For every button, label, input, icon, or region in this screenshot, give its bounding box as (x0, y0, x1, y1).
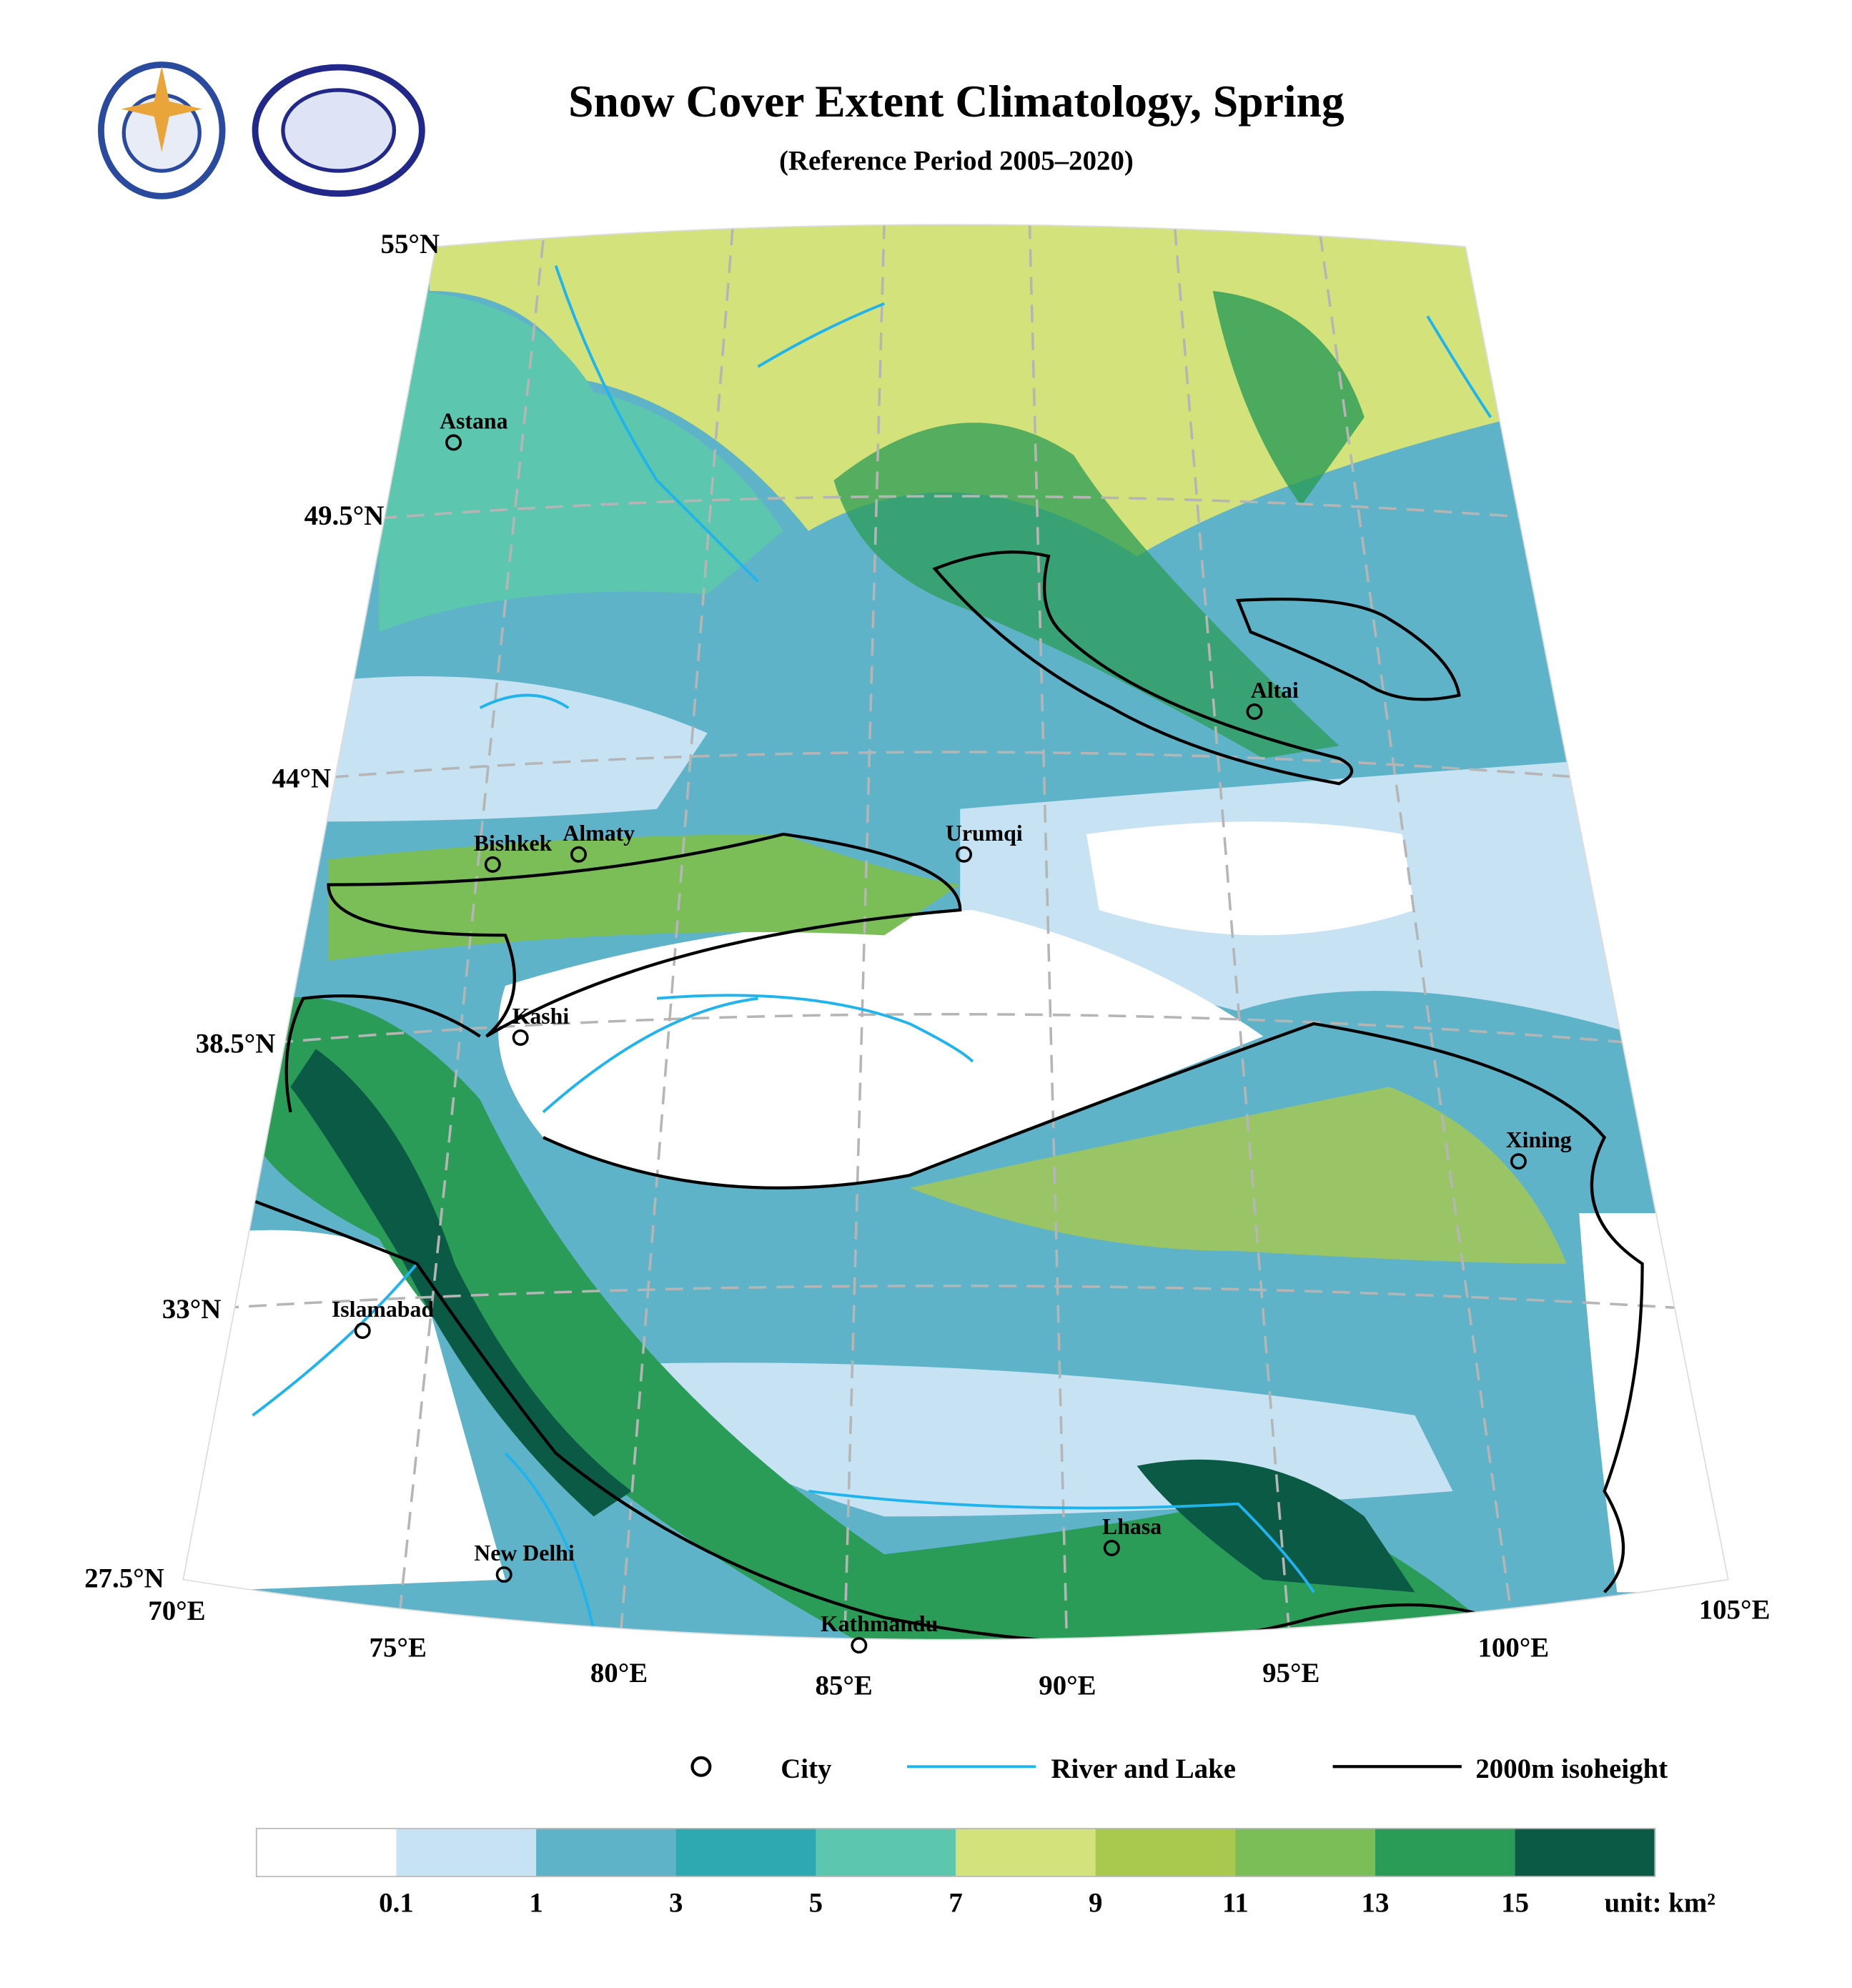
latitude-label: 44°N (272, 763, 332, 794)
city-marker (1246, 703, 1263, 720)
colorbar-tick-label: 7 (949, 1888, 962, 1919)
color-swatch (1095, 1828, 1237, 1877)
colorbar-tick-label: 11 (1222, 1888, 1249, 1919)
color-swatch (956, 1828, 1096, 1877)
longitude-label: 80°E (590, 1658, 648, 1688)
city-label: Almaty (563, 821, 635, 846)
city-label: Lhasa (1102, 1514, 1162, 1539)
legend: City River and Lake 2000m isoheight (690, 1754, 1668, 1784)
color-swatch (1235, 1828, 1376, 1877)
longitude-label: 70°E (148, 1596, 205, 1626)
legend-city-symbol (690, 1756, 712, 1777)
colorbar-tick-label: 0.1 (379, 1888, 414, 1919)
city-marker (1510, 1153, 1527, 1170)
colorbar-tick-label: 3 (669, 1888, 683, 1919)
city-label: Islamabad (332, 1297, 434, 1322)
title: Snow Cover Extent Climatology, Spring (568, 76, 1345, 127)
city-marker (484, 856, 501, 873)
color-swatch (675, 1828, 817, 1877)
colorbar-tick-label: 1 (529, 1888, 543, 1919)
color-swatch (256, 1828, 397, 1877)
latitude-label: 55°N (381, 229, 440, 259)
latitude-label: 33°N (162, 1294, 222, 1325)
wmo-logo (97, 61, 226, 199)
legend-label: City (781, 1754, 832, 1784)
ncc-logo (252, 64, 425, 197)
city-marker (1103, 1540, 1120, 1556)
city-marker (851, 1637, 868, 1654)
color-swatch (396, 1828, 537, 1877)
subtitle: (Reference Period 2005–2020) (779, 145, 1134, 176)
city-marker (512, 1029, 529, 1046)
longitude-label: 85°E (815, 1671, 872, 1701)
longitude-label: 100°E (1477, 1632, 1549, 1663)
color-swatch (1375, 1828, 1516, 1877)
city-marker (495, 1566, 512, 1583)
color-swatch (816, 1828, 956, 1877)
color-swatch (1515, 1828, 1656, 1877)
longitude-label: 90°E (1039, 1671, 1096, 1701)
colorbar-tick-label: 5 (809, 1888, 823, 1919)
latitude-label: 49.5°N (304, 500, 385, 531)
city-label: Kathmandu (821, 1611, 938, 1636)
colorbar-tick-label: 9 (1089, 1888, 1102, 1919)
legend-label: 2000m isoheight (1475, 1754, 1668, 1784)
city-label: Xining (1506, 1127, 1572, 1152)
city-label: Urumqi (946, 821, 1023, 846)
city-marker (570, 846, 587, 863)
map-border (182, 224, 1729, 1641)
snow-map (183, 224, 1728, 1640)
longitude-label: 75°E (370, 1632, 427, 1663)
colorbar-tick-label: 15 (1501, 1888, 1529, 1919)
longitude-label: 105°E (1699, 1594, 1771, 1625)
city-label: Altai (1251, 678, 1299, 703)
latitude-label: 27.5°N (84, 1563, 164, 1593)
map-labels: 55°N 49.5°N 44°N 38.5°N 33°N 27.5°N70°E 75°E 80… (84, 229, 1770, 1701)
city-marker (956, 846, 973, 863)
city-label: New Delhi (474, 1541, 575, 1566)
city-label: Bishkek (474, 831, 553, 856)
longitude-label: 95°E (1262, 1658, 1319, 1688)
city-marker (354, 1322, 371, 1339)
city-label: Kashi (512, 1004, 570, 1029)
latitude-label: 38.5°N (196, 1029, 276, 1059)
colorbar-border (255, 1827, 1656, 1877)
colorbar-unit: unit: km² (1605, 1888, 1715, 1919)
colorbar: 0.1 1 3 5 7 9 11 13 15 unit: km² (255, 1827, 1715, 1919)
city-marker (445, 434, 462, 451)
city-label: Astana (440, 409, 508, 434)
legend-label: River and Lake (1051, 1754, 1235, 1784)
colorbar-tick-label: 13 (1362, 1888, 1390, 1919)
color-swatch (536, 1828, 677, 1877)
